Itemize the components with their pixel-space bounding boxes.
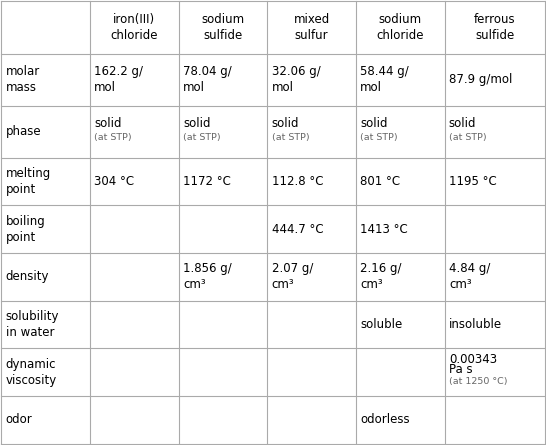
Text: solid: solid bbox=[449, 117, 477, 130]
Text: soluble: soluble bbox=[360, 318, 402, 331]
Text: 304 °C: 304 °C bbox=[94, 175, 134, 188]
Text: 162.2 g/
mol: 162.2 g/ mol bbox=[94, 65, 144, 94]
Text: 32.06 g/
mol: 32.06 g/ mol bbox=[271, 65, 321, 94]
Text: 58.44 g/
mol: 58.44 g/ mol bbox=[360, 65, 409, 94]
Text: insoluble: insoluble bbox=[449, 318, 502, 331]
Text: 0.00343: 0.00343 bbox=[449, 353, 497, 366]
Text: density: density bbox=[6, 271, 49, 283]
Text: dynamic
viscosity: dynamic viscosity bbox=[6, 358, 57, 387]
Text: 78.04 g/
mol: 78.04 g/ mol bbox=[183, 65, 232, 94]
Text: solid: solid bbox=[94, 117, 122, 130]
Text: molar
mass: molar mass bbox=[6, 65, 40, 94]
Text: 801 °C: 801 °C bbox=[360, 175, 400, 188]
Text: mixed
sulfur: mixed sulfur bbox=[293, 13, 330, 42]
Text: Pa s: Pa s bbox=[449, 364, 472, 376]
Text: 444.7 °C: 444.7 °C bbox=[271, 223, 323, 236]
Text: solid: solid bbox=[183, 117, 211, 130]
Text: (at STP): (at STP) bbox=[360, 134, 398, 142]
Text: solubility
in water: solubility in water bbox=[6, 310, 59, 339]
Text: sodium
sulfide: sodium sulfide bbox=[201, 13, 245, 42]
Text: solid: solid bbox=[271, 117, 299, 130]
Text: (at STP): (at STP) bbox=[449, 134, 486, 142]
Text: 2.07 g/
cm³: 2.07 g/ cm³ bbox=[271, 263, 313, 291]
Text: solid: solid bbox=[360, 117, 388, 130]
Text: 2.16 g/
cm³: 2.16 g/ cm³ bbox=[360, 263, 402, 291]
Text: melting
point: melting point bbox=[6, 167, 51, 196]
Text: odorless: odorless bbox=[360, 413, 410, 426]
Text: ferrous
sulfide: ferrous sulfide bbox=[474, 13, 515, 42]
Text: odor: odor bbox=[6, 413, 32, 426]
Text: iron(III)
chloride: iron(III) chloride bbox=[111, 13, 158, 42]
Text: (at STP): (at STP) bbox=[94, 134, 132, 142]
Text: 87.9 g/mol: 87.9 g/mol bbox=[449, 73, 512, 86]
Text: 1413 °C: 1413 °C bbox=[360, 223, 408, 236]
Text: (at 1250 °C): (at 1250 °C) bbox=[449, 376, 507, 385]
Text: 112.8 °C: 112.8 °C bbox=[271, 175, 323, 188]
Text: boiling
point: boiling point bbox=[6, 215, 45, 244]
Text: 1172 °C: 1172 °C bbox=[183, 175, 231, 188]
Text: 1.856 g/
cm³: 1.856 g/ cm³ bbox=[183, 263, 232, 291]
Text: sodium
chloride: sodium chloride bbox=[377, 13, 424, 42]
Text: phase: phase bbox=[6, 125, 41, 138]
Text: 4.84 g/
cm³: 4.84 g/ cm³ bbox=[449, 263, 490, 291]
Text: (at STP): (at STP) bbox=[271, 134, 309, 142]
Text: 1195 °C: 1195 °C bbox=[449, 175, 497, 188]
Text: (at STP): (at STP) bbox=[183, 134, 221, 142]
